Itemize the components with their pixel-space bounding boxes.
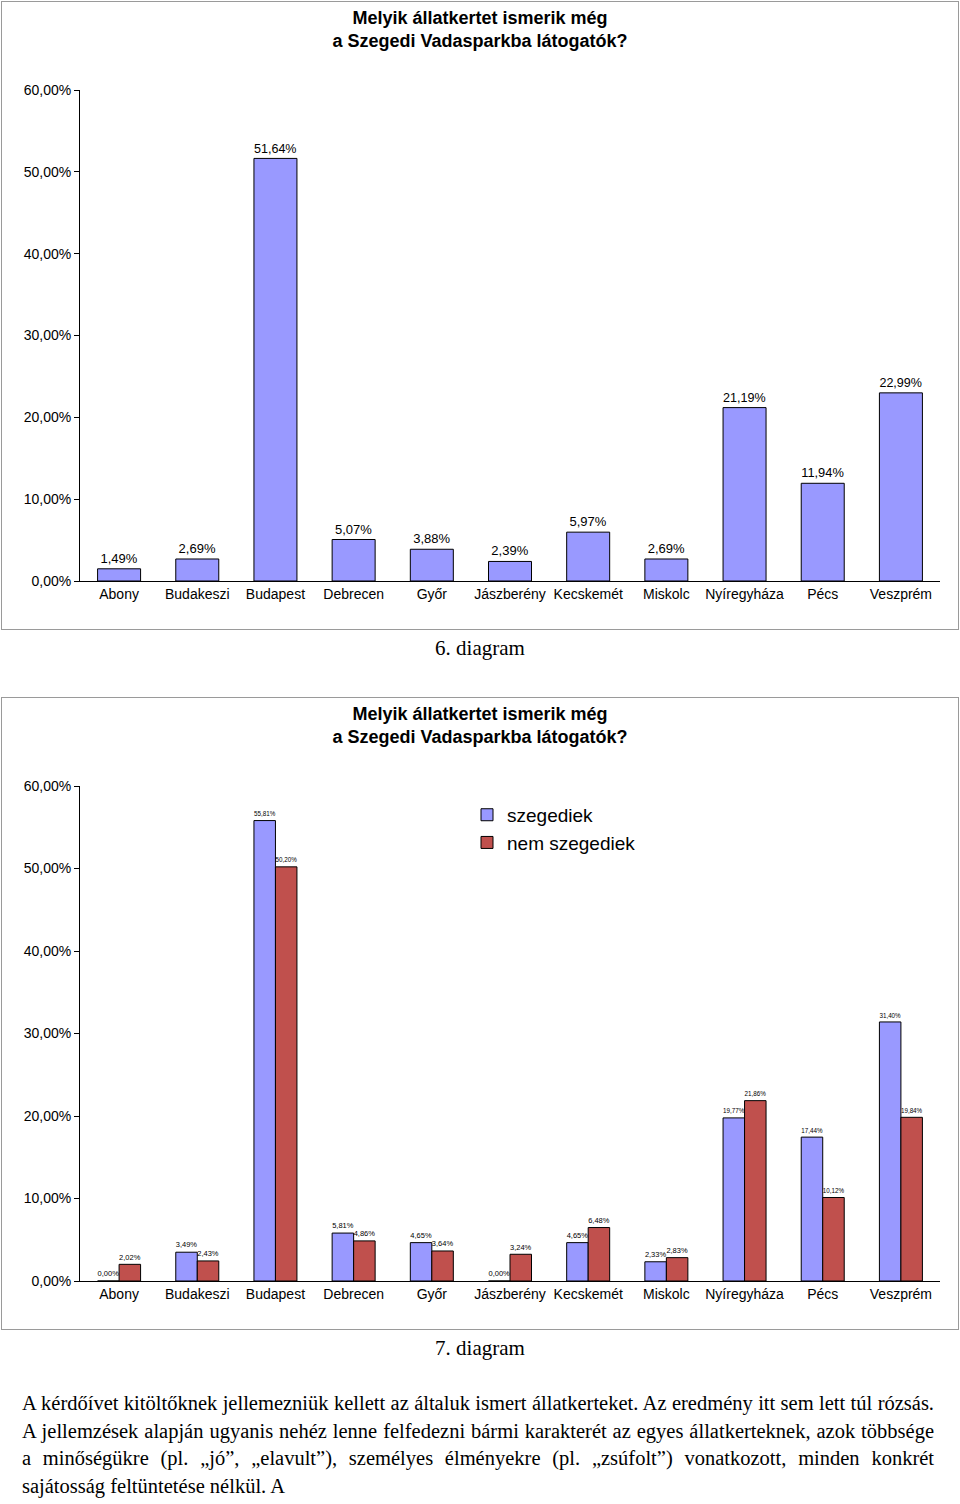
svg-text:Budapest: Budapest — [246, 1286, 305, 1302]
svg-text:2,02%: 2,02% — [119, 1253, 141, 1262]
svg-text:0,00%: 0,00% — [31, 1273, 71, 1289]
svg-text:4,65%: 4,65% — [410, 1231, 432, 1240]
svg-text:szegediek: szegediek — [507, 805, 593, 826]
svg-text:Veszprém: Veszprém — [870, 1286, 932, 1302]
svg-text:40,00%: 40,00% — [24, 246, 71, 262]
svg-text:3,64%: 3,64% — [432, 1239, 454, 1248]
html-text:A kérdőívet kitöltőknek jellem: A kérdőívet kitöltőknek jellemezniük kel… — [22, 1392, 934, 1497]
svg-text:17,44%: 17,44% — [801, 1127, 823, 1134]
svg-text:30,00%: 30,00% — [24, 1025, 71, 1041]
svg-text:2,69%: 2,69% — [648, 541, 685, 556]
html-text:6. diagram: 6. diagram — [435, 636, 525, 660]
svg-text:20,00%: 20,00% — [24, 1108, 71, 1124]
svg-text:50,00%: 50,00% — [24, 164, 71, 180]
svg-text:0,00%: 0,00% — [489, 1269, 511, 1278]
svg-text:Kecskemét: Kecskemét — [554, 586, 623, 602]
svg-text:Nyíregyháza: Nyíregyháza — [705, 586, 784, 602]
svg-text:3,24%: 3,24% — [510, 1243, 532, 1252]
svg-text:Debrecen: Debrecen — [323, 1286, 384, 1302]
svg-text:Budakeszi: Budakeszi — [165, 1286, 230, 1302]
svg-text:19,77%: 19,77% — [723, 1107, 745, 1114]
svg-text:Jászberény: Jászberény — [474, 1286, 546, 1302]
svg-text:2,69%: 2,69% — [179, 541, 216, 556]
svg-text:5,97%: 5,97% — [570, 514, 607, 529]
svg-text:0,00%: 0,00% — [98, 1269, 120, 1278]
svg-text:Veszprém: Veszprém — [870, 586, 932, 602]
svg-text:Abony: Abony — [99, 586, 139, 602]
svg-text:55,81%: 55,81% — [254, 810, 276, 817]
svg-text:2,43%: 2,43% — [197, 1249, 219, 1258]
svg-text:10,00%: 10,00% — [24, 491, 71, 507]
svg-text:10,12%: 10,12% — [823, 1187, 845, 1194]
svg-text:Miskolc: Miskolc — [643, 1286, 690, 1302]
svg-text:Budapest: Budapest — [246, 586, 305, 602]
svg-text:5,81%: 5,81% — [332, 1221, 354, 1230]
svg-text:Jászberény: Jászberény — [474, 586, 546, 602]
svg-text:2,83%: 2,83% — [666, 1246, 688, 1255]
svg-text:21,86%: 21,86% — [745, 1090, 767, 1097]
svg-text:Kecskemét: Kecskemét — [554, 1286, 623, 1302]
svg-text:Budakeszi: Budakeszi — [165, 586, 230, 602]
svg-text:10,00%: 10,00% — [24, 1190, 71, 1206]
svg-text:Miskolc: Miskolc — [643, 586, 690, 602]
svg-text:21,19%: 21,19% — [723, 391, 766, 405]
svg-text:50,00%: 50,00% — [24, 860, 71, 876]
html-text:7. diagram: 7. diagram — [435, 1336, 525, 1360]
svg-text:Melyik állatkertet ismerik még: Melyik állatkertet ismerik méga Szegedi … — [332, 704, 627, 747]
svg-text:Debrecen: Debrecen — [323, 586, 384, 602]
svg-text:11,94%: 11,94% — [801, 465, 844, 480]
svg-text:30,00%: 30,00% — [24, 327, 71, 343]
svg-text:Győr: Győr — [417, 586, 448, 602]
svg-text:3,49%: 3,49% — [176, 1240, 198, 1249]
svg-text:Melyik állatkertet ismerik még: Melyik állatkertet ismerik méga Szegedi … — [332, 8, 627, 51]
svg-text:Győr: Győr — [417, 1286, 448, 1302]
svg-text:Abony: Abony — [99, 1286, 139, 1302]
svg-text:nem szegediek: nem szegediek — [507, 833, 635, 854]
svg-text:2,33%: 2,33% — [645, 1250, 667, 1259]
svg-text:0,00%: 0,00% — [31, 573, 71, 589]
svg-text:40,00%: 40,00% — [24, 943, 71, 959]
svg-text:2,39%: 2,39% — [491, 543, 528, 558]
svg-text:1,49%: 1,49% — [100, 551, 137, 566]
svg-text:51,64%: 51,64% — [254, 142, 297, 156]
svg-text:Pécs: Pécs — [807, 1286, 838, 1302]
svg-text:Nyíregyháza: Nyíregyháza — [705, 1286, 784, 1302]
svg-text:6,48%: 6,48% — [588, 1216, 610, 1225]
svg-text:4,65%: 4,65% — [567, 1231, 589, 1240]
svg-text:50,20%: 50,20% — [275, 856, 297, 863]
svg-text:60,00%: 60,00% — [24, 82, 71, 98]
svg-text:19,84%: 19,84% — [901, 1107, 923, 1114]
svg-text:20,00%: 20,00% — [24, 409, 71, 425]
svg-text:5,07%: 5,07% — [335, 522, 372, 537]
svg-text:31,40%: 31,40% — [879, 1012, 901, 1019]
svg-text:4,86%: 4,86% — [354, 1229, 376, 1238]
svg-text:Pécs: Pécs — [807, 586, 838, 602]
svg-text:60,00%: 60,00% — [24, 778, 71, 794]
svg-text:3,88%: 3,88% — [413, 531, 450, 546]
svg-text:22,99%: 22,99% — [879, 376, 922, 390]
